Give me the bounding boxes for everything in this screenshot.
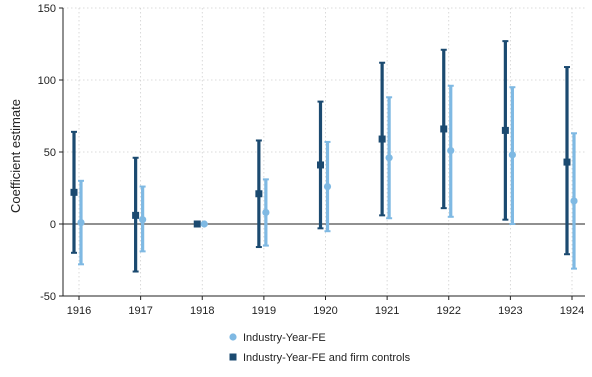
point-estimate-circle — [447, 146, 455, 155]
point-estimate-circle — [323, 182, 332, 191]
point-estimate-circle — [508, 151, 516, 159]
y-tick-label: 150 — [38, 3, 56, 15]
y-tick-label: 0 — [50, 219, 56, 231]
legend: Industry-Year-FE Industry-Year-FE and fir… — [229, 332, 411, 364]
point-estimate-circle — [77, 218, 85, 227]
x-tick-label: 1917 — [128, 305, 152, 317]
point-estimate-circle — [570, 197, 578, 205]
point-estimate-circle — [385, 154, 393, 162]
x-tick-label: 1920 — [313, 305, 337, 317]
point-estimate-square — [193, 220, 201, 228]
legend-marker-square — [229, 353, 237, 361]
y-tick-label: 50 — [44, 147, 56, 159]
x-tick-label: 1918 — [190, 305, 214, 317]
point-estimate-square — [378, 135, 386, 143]
point-estimate-square — [70, 188, 78, 196]
point-estimate-square — [132, 211, 140, 219]
point-estimate-square — [440, 125, 448, 133]
point-estimate-square — [317, 161, 324, 169]
x-tick-label: 1916 — [67, 305, 91, 317]
y-axis-title: Coefficient estimate — [8, 99, 23, 213]
point-estimate-circle — [262, 208, 270, 217]
x-tick-label: 1923 — [498, 305, 522, 317]
point-estimate-circle — [139, 216, 147, 224]
point-estimate-square — [563, 158, 571, 166]
point-estimate-square — [255, 190, 263, 198]
x-tick-label: 1924 — [560, 305, 584, 317]
x-tick-label: 1921 — [375, 305, 399, 317]
x-tick-label: 1919 — [252, 305, 276, 317]
error-bars — [71, 40, 577, 273]
legend-label: Industry-Year-FE — [243, 332, 326, 344]
legend-marker-circle — [229, 333, 237, 341]
y-tick-label: -50 — [40, 291, 56, 303]
point-estimate-circle — [200, 220, 208, 228]
axes: -50 0 50 100 150 1916 1917 1918 1919 1920 1921 1922… — [38, 3, 585, 317]
point-estimates — [70, 125, 578, 228]
point-estimate-square — [501, 126, 509, 134]
x-tick-label: 1922 — [437, 305, 461, 317]
y-tick-label: 100 — [38, 75, 56, 87]
legend-label: Industry-Year-FE and firm controls — [243, 352, 411, 364]
